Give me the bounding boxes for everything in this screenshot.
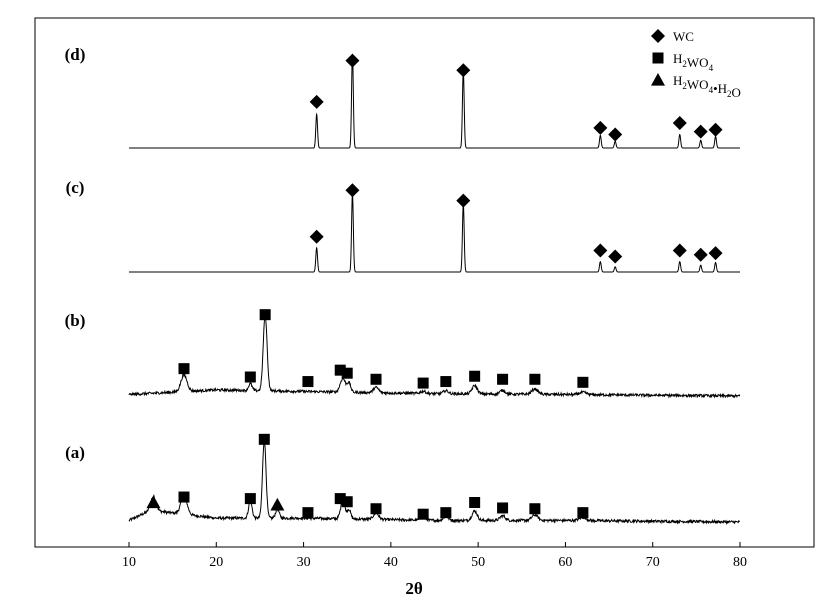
- h2wo4-marker: [244, 371, 256, 383]
- h2wo4-marker: [577, 376, 589, 388]
- panel-label: (a): [65, 443, 85, 462]
- h2wo4-h2o-marker: [651, 73, 665, 86]
- wc-marker: [672, 243, 687, 258]
- h2wo4-marker: [341, 496, 353, 508]
- x-tick-label: 30: [297, 555, 311, 570]
- wc-marker: [345, 183, 360, 198]
- legend-item: H2WO4•H2O: [651, 73, 741, 100]
- h2wo4-marker: [370, 503, 382, 515]
- legend-item: WC: [651, 29, 694, 44]
- panel-label: (d): [65, 45, 86, 64]
- x-tick-label: 50: [471, 555, 485, 570]
- h2wo4-marker: [259, 309, 271, 321]
- series-b: (b): [65, 309, 741, 399]
- panel-label: (c): [66, 178, 85, 197]
- h2wo4-h2o-marker: [146, 495, 161, 509]
- h2wo4-marker: [302, 507, 314, 519]
- wc-marker: [708, 122, 723, 137]
- wc-marker: [309, 94, 324, 109]
- h2wo4-marker: [258, 433, 270, 445]
- wc-marker: [456, 63, 471, 78]
- h2wo4-marker: [334, 364, 346, 376]
- legend-item: H2WO4: [652, 51, 714, 73]
- x-tick-label: 10: [122, 555, 136, 570]
- plot-frame: [34, 17, 815, 548]
- wc-marker: [608, 127, 623, 142]
- h2wo4-h2o-marker: [270, 497, 285, 511]
- legend-label: H2WO4: [673, 51, 714, 73]
- wc-marker: [672, 116, 687, 131]
- h2wo4-marker: [652, 52, 664, 64]
- h2wo4-marker: [469, 497, 481, 508]
- h2wo4-marker: [440, 376, 452, 388]
- h2wo4-marker: [417, 377, 429, 389]
- h2wo4-marker: [497, 502, 509, 514]
- wc-marker: [708, 246, 723, 261]
- wc-marker: [608, 249, 623, 264]
- wc-marker: [651, 29, 665, 43]
- x-axis-title: 2θ: [405, 579, 423, 598]
- h2wo4-marker: [178, 491, 190, 503]
- series-a: (a): [65, 433, 741, 526]
- series-d: (d): [65, 45, 740, 149]
- wc-marker: [309, 229, 324, 244]
- x-tick-label: 20: [209, 555, 223, 570]
- series-layer: (a) (b) (c) (d): [65, 45, 741, 526]
- panel-label: (b): [65, 311, 86, 330]
- pattern-line: [128, 313, 741, 399]
- pattern-line: [129, 53, 740, 149]
- x-tick-label: 80: [733, 555, 747, 570]
- wc-marker: [693, 124, 708, 139]
- h2wo4-marker: [244, 493, 256, 505]
- wc-marker: [693, 247, 708, 262]
- h2wo4-marker: [341, 367, 353, 379]
- x-tick-label: 40: [384, 555, 398, 570]
- x-tick-label: 60: [558, 555, 572, 570]
- pattern-line: [128, 441, 741, 526]
- legend-label: H2WO4•H2O: [673, 73, 741, 100]
- h2wo4-marker: [529, 503, 541, 515]
- wc-marker: [593, 243, 608, 258]
- h2wo4-marker: [302, 376, 314, 388]
- x-axis: 10 20 30 40 50 60 70 80: [122, 542, 747, 570]
- h2wo4-marker: [334, 493, 346, 505]
- h2wo4-marker: [178, 363, 190, 375]
- wc-marker: [456, 193, 471, 208]
- h2wo4-marker: [469, 370, 481, 382]
- h2wo4-marker: [417, 508, 429, 520]
- h2wo4-marker: [440, 507, 452, 519]
- pattern-line: [129, 193, 740, 273]
- x-tick-label: 70: [646, 555, 660, 570]
- h2wo4-marker: [529, 373, 541, 385]
- h2wo4-marker: [370, 373, 382, 385]
- wc-marker: [593, 120, 608, 135]
- series-c: (c): [66, 178, 740, 273]
- legend-label: WC: [673, 29, 694, 44]
- wc-marker: [345, 53, 360, 68]
- h2wo4-marker: [577, 507, 589, 519]
- h2wo4-marker: [497, 373, 509, 385]
